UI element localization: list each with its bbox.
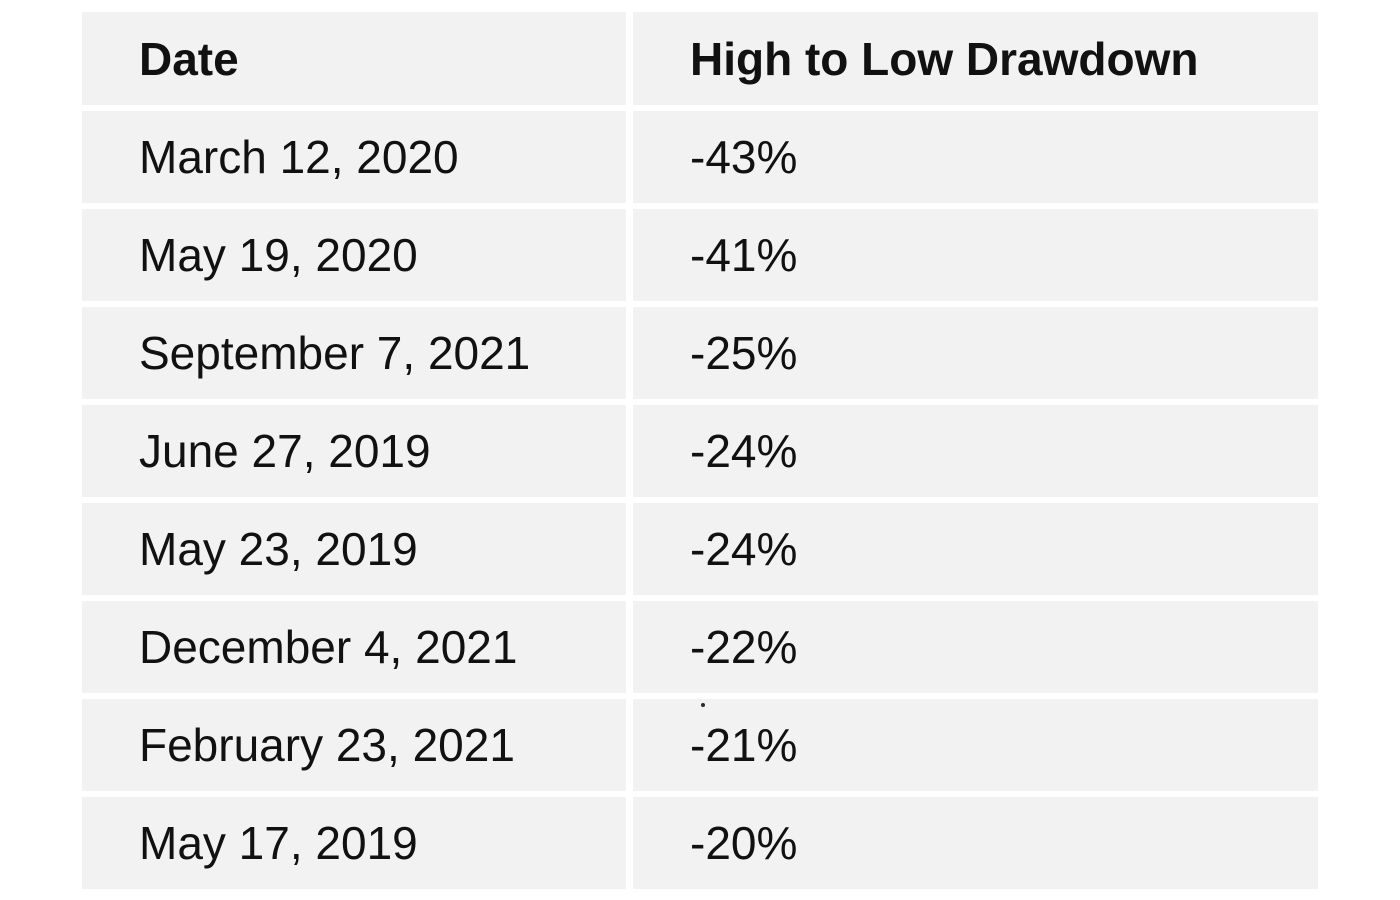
table-row: March 12, 2020 -43% [82,111,1318,203]
drawdown-cell: -20% [633,797,1318,889]
column-header-drawdown: High to Low Drawdown [633,12,1318,105]
header-row: Date High to Low Drawdown [82,12,1318,105]
drawdown-cell: -43% [633,111,1318,203]
date-cell: May 17, 2019 [82,797,626,889]
date-cell: May 23, 2019 [82,503,626,595]
table-row: June 27, 2019 -24% [82,405,1318,497]
table-row: September 7, 2021 -25% [82,307,1318,399]
drawdown-cell: -21% [633,699,1318,791]
table-row: February 23, 2021 -21% [82,699,1318,791]
date-cell: September 7, 2021 [82,307,626,399]
column-header-date: Date [82,12,626,105]
date-cell: December 4, 2021 [82,601,626,693]
date-cell: May 19, 2020 [82,209,626,301]
drawdown-table: Date High to Low Drawdown March 12, 2020… [75,6,1325,895]
date-cell: February 23, 2021 [82,699,626,791]
date-cell: March 12, 2020 [82,111,626,203]
drawdown-cell: -24% [633,405,1318,497]
drawdown-cell: -41% [633,209,1318,301]
stray-dot-artifact [701,703,705,707]
drawdown-cell: -25% [633,307,1318,399]
table-row: December 4, 2021 -22% [82,601,1318,693]
drawdown-cell: -22% [633,601,1318,693]
drawdown-cell: -24% [633,503,1318,595]
table-row: May 17, 2019 -20% [82,797,1318,889]
table-row: May 23, 2019 -24% [82,503,1318,595]
date-cell: June 27, 2019 [82,405,626,497]
table-row: May 19, 2020 -41% [82,209,1318,301]
